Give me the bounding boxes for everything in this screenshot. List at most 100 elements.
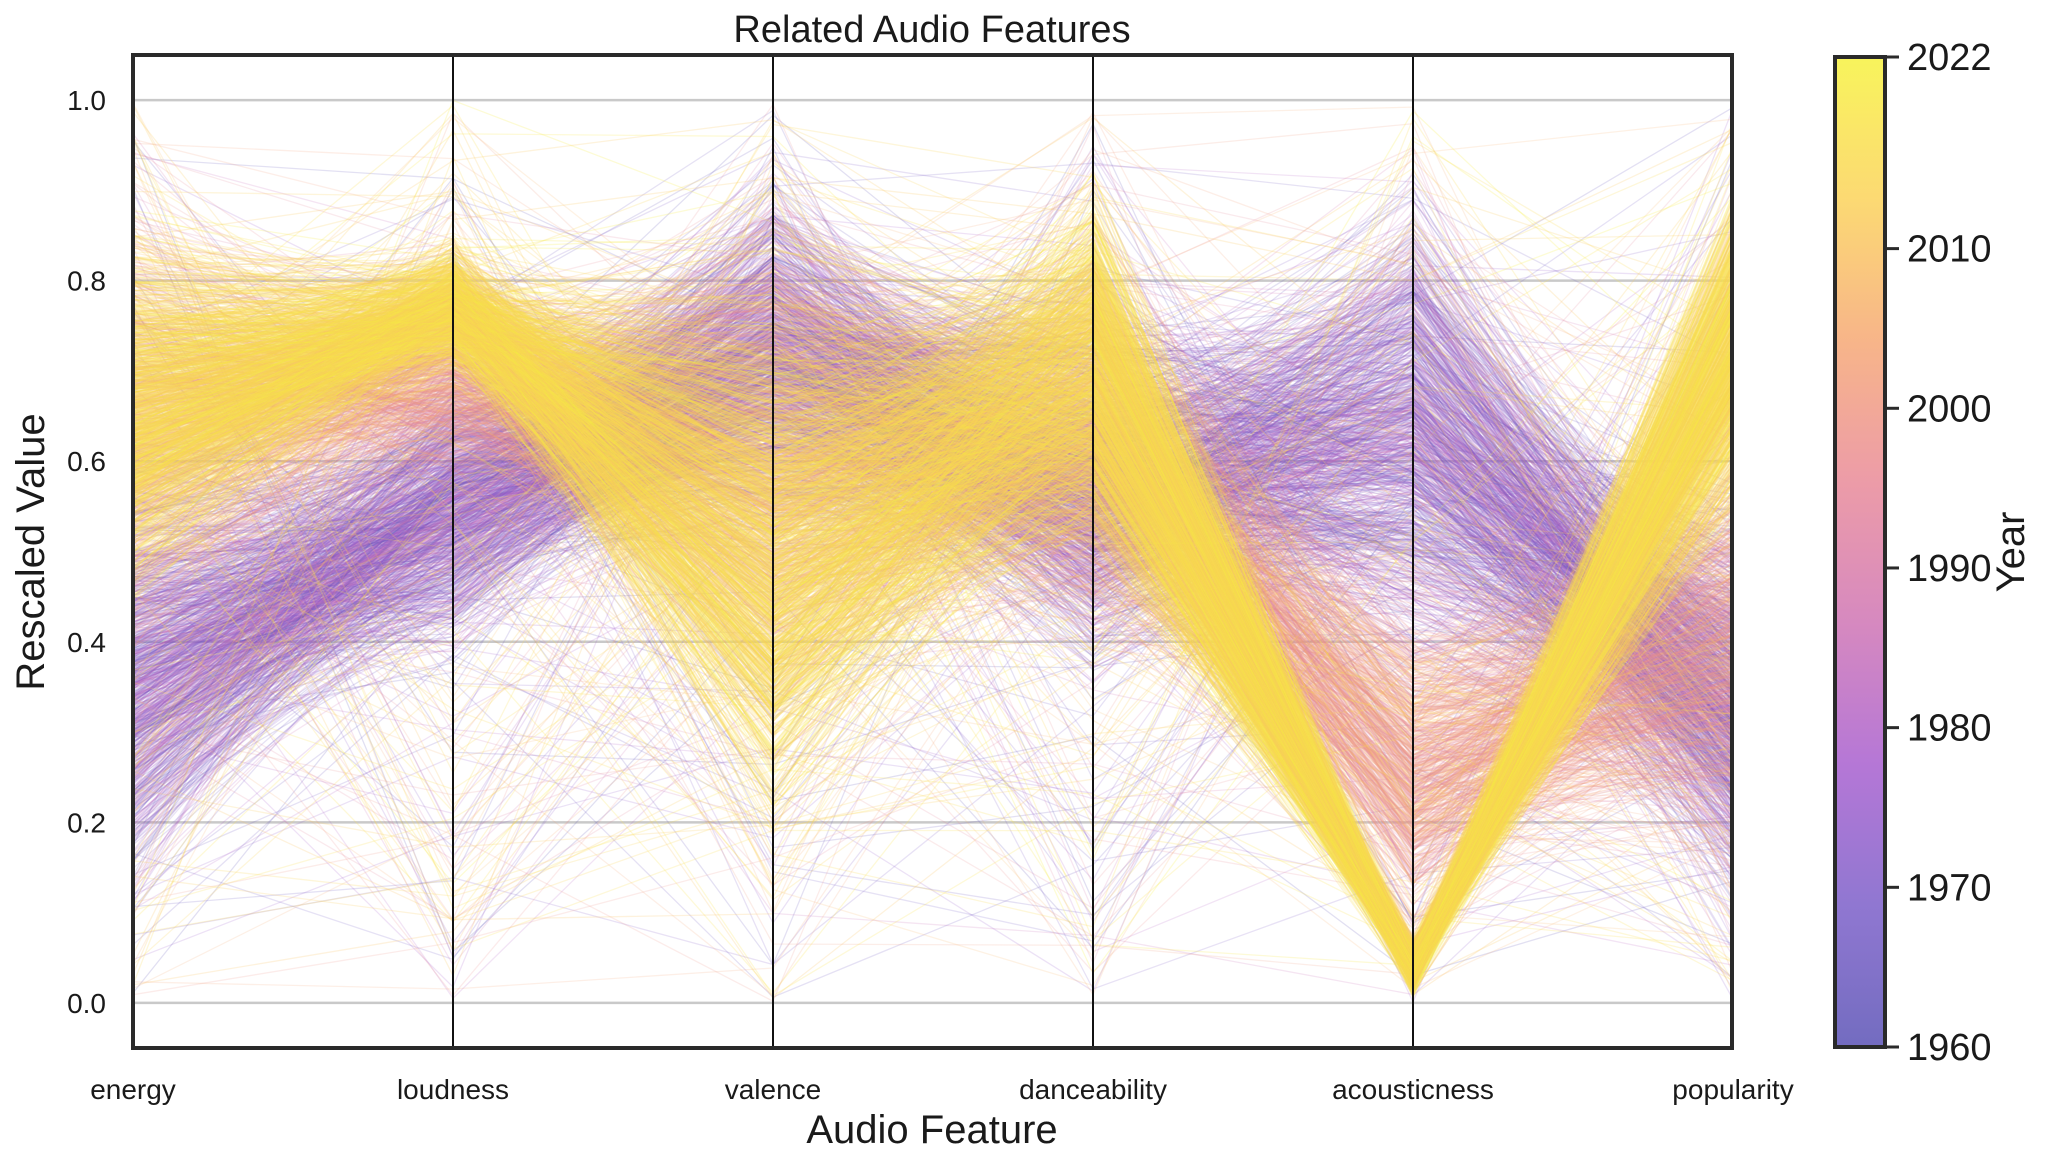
data-line bbox=[133, 182, 1732, 734]
data-line bbox=[133, 405, 1732, 721]
data-line bbox=[133, 247, 1732, 958]
data-line bbox=[133, 370, 1732, 790]
data-line bbox=[133, 344, 1732, 773]
data-line bbox=[133, 109, 1732, 922]
data-line bbox=[133, 379, 1732, 764]
data-line bbox=[133, 323, 1732, 702]
data-line bbox=[133, 464, 1732, 757]
data-line bbox=[133, 279, 1732, 673]
data-line bbox=[133, 406, 1732, 851]
data-line bbox=[133, 280, 1732, 694]
data-line bbox=[133, 310, 1732, 827]
data-line bbox=[133, 335, 1732, 961]
data-line bbox=[133, 387, 1732, 769]
data-line bbox=[133, 185, 1732, 876]
data-line bbox=[133, 513, 1732, 980]
data-line bbox=[133, 240, 1732, 983]
data-line bbox=[133, 393, 1732, 726]
data-line bbox=[133, 331, 1732, 937]
data-line bbox=[133, 323, 1732, 677]
data-line bbox=[133, 329, 1732, 886]
data-line bbox=[133, 297, 1732, 791]
data-line bbox=[133, 364, 1732, 662]
data-line bbox=[133, 351, 1732, 843]
colorbar-tick-label: 1990 bbox=[1907, 548, 1992, 590]
data-line bbox=[133, 371, 1732, 835]
data-line bbox=[133, 383, 1732, 705]
data-line bbox=[133, 368, 1732, 810]
data-line bbox=[133, 368, 1732, 849]
data-line bbox=[133, 419, 1732, 801]
data-line bbox=[133, 389, 1732, 722]
data-line bbox=[133, 398, 1732, 740]
data-line bbox=[133, 316, 1732, 683]
data-line bbox=[133, 246, 1732, 738]
data-line bbox=[133, 370, 1732, 818]
data-line bbox=[133, 218, 1732, 863]
data-line bbox=[133, 317, 1732, 957]
data-line bbox=[133, 379, 1732, 778]
data-line bbox=[133, 282, 1732, 896]
data-line bbox=[133, 364, 1732, 883]
data-line bbox=[133, 372, 1732, 990]
data-line bbox=[133, 271, 1732, 711]
data-line bbox=[133, 367, 1732, 692]
data-line bbox=[133, 300, 1732, 811]
data-line bbox=[133, 315, 1732, 761]
data-line bbox=[133, 277, 1732, 773]
data-line bbox=[133, 455, 1732, 732]
data-line bbox=[133, 240, 1732, 996]
data-line bbox=[133, 186, 1732, 919]
data-line bbox=[133, 397, 1732, 861]
data-line bbox=[133, 340, 1732, 795]
data-line bbox=[133, 280, 1732, 772]
data-line bbox=[133, 312, 1732, 804]
data-line bbox=[133, 263, 1732, 960]
data-line bbox=[133, 235, 1732, 674]
data-line bbox=[133, 394, 1732, 709]
data-line bbox=[133, 271, 1732, 790]
data-line bbox=[133, 280, 1732, 807]
data-line bbox=[133, 156, 1732, 874]
data-line bbox=[133, 344, 1732, 722]
data-line bbox=[133, 264, 1732, 993]
data-line bbox=[133, 426, 1732, 690]
data-line bbox=[133, 373, 1732, 632]
data-line bbox=[133, 392, 1732, 713]
data-line bbox=[133, 382, 1732, 760]
data-line bbox=[133, 311, 1732, 998]
data-line bbox=[133, 437, 1732, 891]
data-line bbox=[133, 391, 1732, 686]
data-line bbox=[133, 361, 1732, 755]
data-line bbox=[133, 356, 1732, 796]
data-line bbox=[133, 330, 1732, 689]
data-line bbox=[133, 367, 1732, 655]
data-line bbox=[133, 432, 1732, 834]
data-line bbox=[133, 321, 1732, 794]
data-line bbox=[133, 292, 1732, 715]
data-line bbox=[133, 443, 1732, 749]
data-line bbox=[133, 336, 1732, 867]
data-line bbox=[133, 322, 1732, 958]
data-line bbox=[133, 340, 1732, 785]
data-line bbox=[133, 407, 1732, 692]
data-line bbox=[133, 286, 1732, 833]
data-line bbox=[133, 349, 1732, 835]
data-line bbox=[133, 323, 1732, 799]
data-line bbox=[133, 282, 1732, 943]
data-line bbox=[133, 323, 1732, 766]
data-line bbox=[133, 312, 1732, 733]
data-line bbox=[133, 264, 1732, 731]
data-line bbox=[133, 269, 1732, 810]
data-line bbox=[133, 294, 1732, 771]
data-line bbox=[133, 208, 1732, 866]
data-line bbox=[133, 268, 1732, 860]
data-line bbox=[133, 334, 1732, 725]
data-line bbox=[133, 314, 1732, 725]
data-line bbox=[133, 358, 1732, 731]
data-line bbox=[133, 331, 1732, 726]
data-line bbox=[133, 289, 1732, 688]
data-line bbox=[133, 232, 1732, 797]
data-line bbox=[133, 362, 1732, 681]
data-line bbox=[133, 307, 1732, 658]
